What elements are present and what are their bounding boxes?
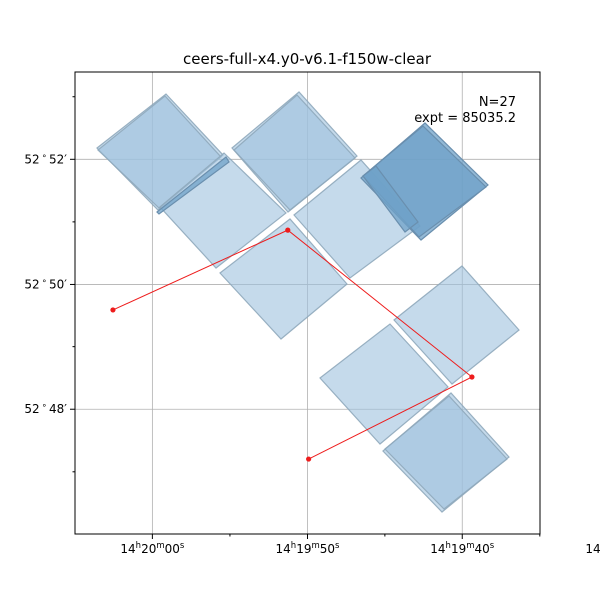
x-axis-tick-labels: 14h20m00s 14h19m50s 14h19m40s 14h19m30s <box>120 541 600 556</box>
exposure-footprint <box>384 395 508 510</box>
path-point <box>110 307 116 313</box>
exposure-time-label: expt = 85035.2 <box>414 111 516 126</box>
exposure-count-label: N=27 <box>479 95 516 110</box>
exposure-footprint <box>362 165 419 233</box>
pointing-path <box>110 227 475 462</box>
axis-ticks <box>70 96 541 539</box>
y-axis-tick-labels: 52 ∘ 52′ 52 ∘ 50′ 52 ∘ 48′ <box>24 151 67 416</box>
y-tick-label: 52 ∘ 52′ <box>24 151 67 166</box>
footprints <box>96 91 520 513</box>
chart-title: ceers-full-x4.y0-v6.1-f150w-clear <box>183 50 432 68</box>
y-tick-label: 52 ∘ 50′ <box>24 276 67 291</box>
x-tick-label: 14h19m40s <box>430 541 495 556</box>
exposure-footprint <box>159 152 287 269</box>
y-tick-label: 52 ∘ 48′ <box>24 401 67 416</box>
path-point <box>285 227 291 233</box>
path-line <box>112 229 473 460</box>
x-tick-label: 14h19m50s <box>276 541 341 556</box>
path-point <box>306 456 312 462</box>
exposure-footprint <box>233 94 356 211</box>
path-point <box>469 374 475 380</box>
exposure-footprint <box>156 156 230 215</box>
exposure-footprint <box>219 218 348 340</box>
x-tick-label: 14h19m30s <box>585 541 600 556</box>
exposure-footprint <box>319 323 449 445</box>
exposure-footprint <box>393 265 520 385</box>
x-tick-label: 14h20m00s <box>120 541 185 556</box>
